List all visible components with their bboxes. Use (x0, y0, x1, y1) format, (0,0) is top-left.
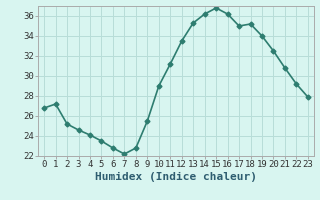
X-axis label: Humidex (Indice chaleur): Humidex (Indice chaleur) (95, 172, 257, 182)
